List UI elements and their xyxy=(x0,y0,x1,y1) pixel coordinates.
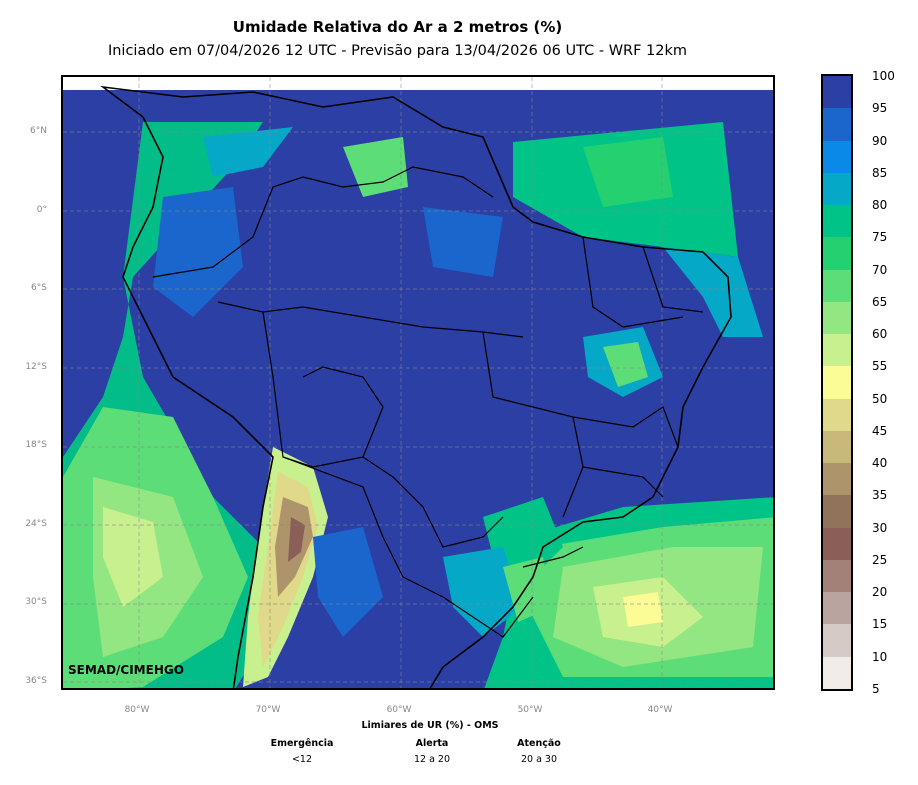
colorbar-segment xyxy=(823,624,851,658)
lat-label: 6°N xyxy=(30,126,47,136)
lon-label: 80°W xyxy=(124,705,150,715)
map-canvas xyxy=(63,77,773,688)
colorbar-tick-label: 55 xyxy=(872,359,888,374)
colorbar-tick-label: 80 xyxy=(872,198,888,213)
colorbar-segment xyxy=(823,205,851,238)
colorbar-segment xyxy=(823,430,851,464)
colorbar-segment xyxy=(823,527,851,561)
colorbar-tick-label: 85 xyxy=(872,165,888,180)
map-subtitle: Iniciado em 07/04/2026 12 UTC - Previsão… xyxy=(107,43,688,59)
colorbar-segment xyxy=(823,559,851,593)
colorbar-tick-label: 65 xyxy=(872,294,888,309)
colorbar-tick-label: 35 xyxy=(872,488,888,503)
colorbar-tick-label: 70 xyxy=(872,262,888,277)
colorbar-segment xyxy=(823,76,851,109)
oms-level-atencao: Atenção 20 a 30 xyxy=(479,738,599,765)
oms-level-emergencia: Emergência <12 xyxy=(242,738,362,765)
oms-level-name: Atenção xyxy=(517,738,561,749)
oms-level-range: <12 xyxy=(291,754,313,765)
colorbar-segment xyxy=(823,592,851,625)
colorbar-segment xyxy=(823,140,851,174)
lat-label: 36°S xyxy=(25,676,47,686)
colorbar-tick-label: 100 xyxy=(872,69,895,83)
lat-label: 18°S xyxy=(25,440,47,450)
lon-label: 50°W xyxy=(517,705,543,715)
lon-label: 60°W xyxy=(386,705,412,715)
oms-heading: Limiares de UR (%) - OMS xyxy=(361,720,499,731)
lat-label: 30°S xyxy=(25,597,47,607)
colorbar-tick-label: 40 xyxy=(872,456,888,471)
lat-label: 0° xyxy=(36,205,47,215)
lat-label: 12°S xyxy=(25,362,47,372)
colorbar-segment xyxy=(823,237,851,271)
credit-label: SEMAD/CIMEHGO xyxy=(68,663,184,677)
colorbar-tick-label: 75 xyxy=(872,230,888,245)
oms-level-range: 12 a 20 xyxy=(413,754,451,765)
lon-label: 40°W xyxy=(647,705,673,715)
colorbar-tick-label: 30 xyxy=(872,520,888,535)
colorbar-segment xyxy=(823,172,851,206)
colorbar-tick-label: 10 xyxy=(872,649,888,664)
colorbar-segment xyxy=(823,269,851,303)
colorbar-segment xyxy=(823,495,851,529)
colorbar-segment xyxy=(823,108,851,141)
oms-level-alerta: Alerta 12 a 20 xyxy=(372,738,492,765)
oms-level-name: Emergência xyxy=(270,738,334,749)
colorbar-tick-label: 90 xyxy=(872,133,888,148)
colorbar-tick-label: 5 xyxy=(872,682,880,696)
map-title: Umidade Relativa do Ar a 2 metros (%) xyxy=(232,18,563,36)
colorbar-tick-label: 15 xyxy=(872,617,888,632)
colorbar-tick-label: 45 xyxy=(872,423,888,438)
colorbar-segment xyxy=(823,366,851,400)
colorbar-tick-label: 50 xyxy=(872,391,888,406)
colorbar-segment xyxy=(823,334,851,367)
oms-level-range: 20 a 30 xyxy=(520,754,558,765)
humidity-map xyxy=(61,75,775,690)
lat-label: 6°S xyxy=(31,283,47,293)
colorbar-segment xyxy=(823,463,851,496)
colorbar-segment xyxy=(823,656,851,690)
colorbar-tick-label: 95 xyxy=(872,101,888,116)
colorbar-tick-label: 60 xyxy=(872,327,888,342)
colorbar-segment xyxy=(823,301,851,335)
lat-label: 24°S xyxy=(25,519,47,529)
colorbar-tick-label: 25 xyxy=(872,552,888,567)
colorbar-tick-label: 20 xyxy=(872,585,888,600)
colorbar-segment xyxy=(823,398,851,432)
lon-label: 70°W xyxy=(255,705,281,715)
colorbar xyxy=(821,74,853,691)
oms-level-name: Alerta xyxy=(415,738,449,749)
